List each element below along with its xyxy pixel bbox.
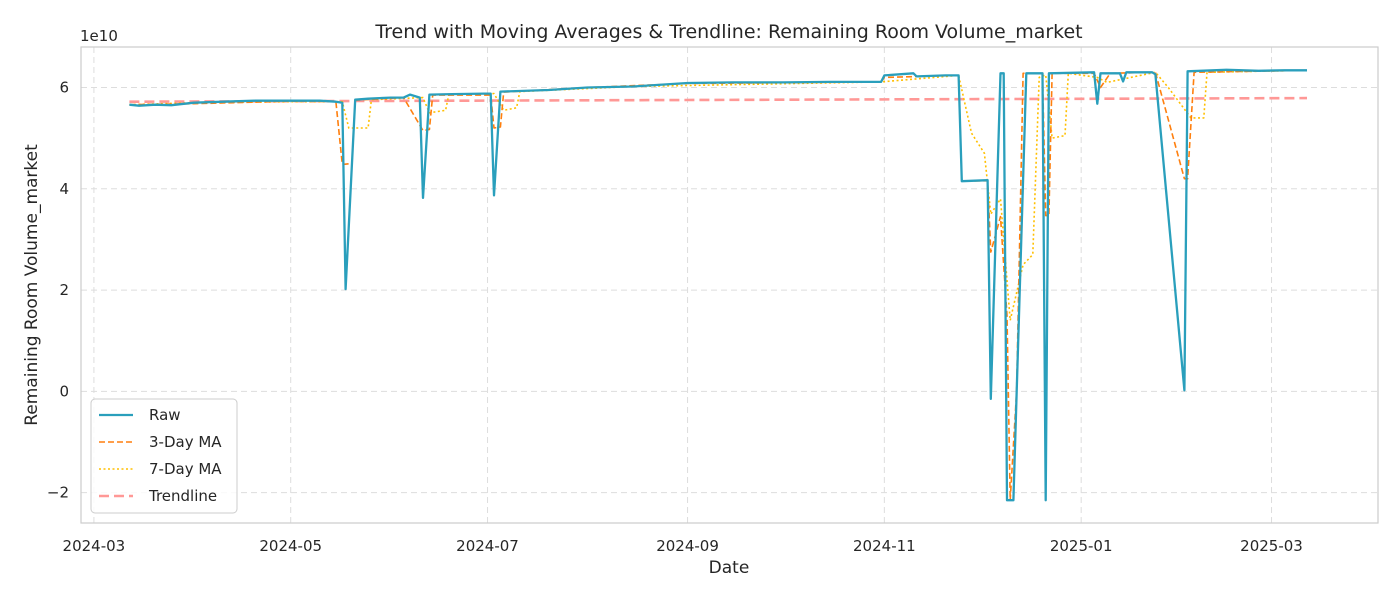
chart-title: Trend with Moving Averages & Trendline: … xyxy=(374,21,1082,43)
series-layer xyxy=(129,68,1308,502)
legend-label-raw: Raw xyxy=(149,406,181,424)
x-tick-label: 2024-07 xyxy=(456,537,519,555)
legend-label-7-day-ma: 7-Day MA xyxy=(149,460,222,478)
tick-layer: 2024-03 2024-05 2024-07 2024-09 2024-11 2025-… xyxy=(47,79,1303,555)
x-axis-label: Date xyxy=(709,558,750,578)
y-tick-label: −2 xyxy=(47,484,69,502)
y-multiplier-label: 1e10 xyxy=(80,27,118,45)
legend: Raw 3-Day MA 7-Day MA Trendline xyxy=(90,398,238,514)
y-tick-label: 0 xyxy=(59,382,69,400)
legend-label-trendline: Trendline xyxy=(148,487,217,505)
legend-label-3-day-ma: 3-Day MA xyxy=(149,433,222,451)
x-tick-label: 2024-05 xyxy=(259,537,322,555)
legend-box xyxy=(90,398,238,514)
grid-layer xyxy=(81,47,1378,523)
series-line-7-day-ma xyxy=(129,69,1308,322)
x-tick-label: 2024-03 xyxy=(63,537,126,555)
x-tick-label: 2024-09 xyxy=(656,537,719,555)
series-line-raw xyxy=(129,68,1307,502)
x-tick-label: 2024-11 xyxy=(853,537,916,555)
x-tick-label: 2025-01 xyxy=(1050,537,1113,555)
y-tick-label: 6 xyxy=(59,79,69,97)
x-tick-label: 2025-03 xyxy=(1240,537,1303,555)
series-line-3-day-ma xyxy=(129,69,1308,502)
y-tick-label: 2 xyxy=(59,281,69,299)
plot-frame xyxy=(80,46,1379,524)
y-axis-label: Remaining Room Volume_market xyxy=(22,144,42,426)
y-tick-label: 4 xyxy=(59,180,69,198)
